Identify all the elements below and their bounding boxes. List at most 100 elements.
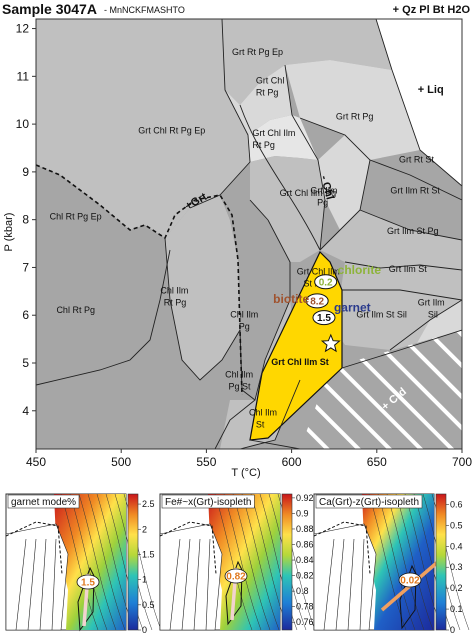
field-boundary bbox=[27, 538, 37, 631]
field-label: Grt Rt Pg bbox=[336, 111, 374, 121]
colorbar-tick-label: 0.76 bbox=[296, 617, 314, 627]
field-grt-ilm-pg bbox=[318, 135, 370, 230]
field-label: Chl Rt Pg bbox=[56, 305, 95, 315]
field-chl-rt-pg bbox=[36, 165, 170, 385]
isopleth-value: 0.02 bbox=[400, 576, 420, 587]
field-label: Pg St bbox=[229, 381, 252, 391]
field-boundary bbox=[181, 538, 191, 631]
field-label: Rt Pg bbox=[164, 298, 187, 308]
field-label: Chl Ilm bbox=[230, 310, 258, 320]
blank-field bbox=[159, 523, 223, 631]
field-grt-rt-pg bbox=[285, 60, 420, 160]
field-label: Grt Chl Ilm bbox=[252, 128, 295, 138]
field-boundary bbox=[347, 538, 355, 631]
field-boundary bbox=[323, 538, 335, 631]
field-grt-chl-ilm-pg bbox=[250, 156, 325, 262]
colorbar-tick-label: 0.2 bbox=[450, 583, 463, 593]
peak-field-outline bbox=[77, 566, 95, 632]
field-chl-ilm-rt-pg bbox=[165, 195, 240, 380]
garnet-isopleth-value: 1.5 bbox=[317, 313, 331, 324]
x-tick-label: 600 bbox=[282, 455, 302, 469]
colorbar-tick-label: 0.5 bbox=[450, 520, 463, 530]
panel-title-box bbox=[161, 494, 255, 509]
contour-line bbox=[214, 493, 253, 631]
field-label: Grt Chl Ilm Pg bbox=[280, 188, 337, 198]
contour-line bbox=[78, 493, 117, 631]
field-label: St bbox=[256, 420, 265, 430]
colorbar-tick-label: 0 bbox=[450, 625, 455, 634]
x-axis-label: T (°C) bbox=[231, 467, 260, 479]
system-subtitle: - MnNCKFMASHTO bbox=[104, 5, 185, 15]
y-tick-label: 5 bbox=[22, 356, 29, 370]
isopleth-value: 1.5 bbox=[81, 578, 95, 589]
colorbar-tick-label: 0.82 bbox=[296, 571, 314, 581]
colorbar-tick-label: 0.86 bbox=[296, 540, 314, 550]
field-boundary bbox=[335, 538, 345, 631]
contour-line bbox=[241, 493, 280, 631]
field-boundary bbox=[15, 538, 27, 631]
panel-title: Ca(Grt)-z(Grt)-isopleth bbox=[319, 497, 419, 508]
field-crd bbox=[300, 330, 462, 449]
peak-field-label: Grt Chl Ilm St bbox=[271, 357, 329, 367]
plot-frame bbox=[35, 18, 463, 450]
field-label: Grt Rt Pg Ep bbox=[232, 47, 283, 57]
biotite-label: biotite bbox=[273, 292, 309, 306]
isopleth-panels: 1.5 garnet mode% 2.5 2 1.5 1 0.5 0 0.82 Fe#~x(Grt… bbox=[5, 493, 470, 634]
heatmap-field bbox=[362, 494, 434, 630]
y-tick-label: 9 bbox=[22, 165, 29, 179]
panel-title: Fe#~x(Grt)-isopleth bbox=[165, 497, 251, 508]
isopleth-value-oval bbox=[224, 568, 248, 584]
garnet-isopleth-oval bbox=[312, 310, 336, 326]
biotite-isopleth-oval bbox=[305, 293, 329, 309]
colorbar bbox=[127, 493, 139, 631]
isopleth-value-oval bbox=[76, 574, 100, 590]
y-tick-label: 4 bbox=[22, 404, 29, 418]
contour-line bbox=[87, 493, 126, 631]
isopleth-panel: 0.82 Fe#~x(Grt)-isopleth 0.92 0.9 0.88 0.86 0.… bbox=[159, 493, 316, 631]
field-label: Chl Rt Pg Ep bbox=[50, 212, 102, 222]
grt-in-boundary bbox=[159, 521, 217, 575]
x-axis: 450 500 550 600 650 700 bbox=[26, 449, 472, 469]
grt-in-boundary bbox=[313, 521, 371, 575]
colorbar-tick-label: 0.5 bbox=[142, 600, 155, 610]
contour-line bbox=[377, 493, 416, 631]
sample-title: Sample 3047A bbox=[2, 1, 97, 17]
heatmap-field bbox=[54, 494, 126, 630]
colorbar-tick-label: 0.3 bbox=[450, 562, 463, 572]
field-label: Grt Ilm St Sil bbox=[356, 310, 407, 320]
colorbar-tick-label: 0.78 bbox=[296, 602, 314, 612]
y-axis: 4 5 6 7 8 9 10 11 12 bbox=[16, 22, 36, 418]
field-label: Grt Ilm bbox=[418, 298, 445, 308]
contour-line bbox=[69, 493, 108, 631]
phase-boundaries bbox=[36, 19, 462, 449]
y-tick-label: 6 bbox=[22, 308, 29, 322]
x-tick-label: 700 bbox=[452, 455, 472, 469]
colorbar-tick-label: 0.88 bbox=[296, 524, 314, 534]
assemblage-label: + Qz Pl Bt H2O bbox=[393, 4, 471, 16]
field-chl-rt-pg-ep bbox=[36, 19, 250, 238]
blank-field bbox=[5, 523, 69, 631]
colorbar-tick-label: 0.92 bbox=[296, 493, 314, 503]
field-grt-chl-rt-pg bbox=[225, 65, 292, 135]
contour-line bbox=[60, 493, 99, 631]
colorbar-tick-label: 1.5 bbox=[142, 549, 155, 559]
grt-in-boundary bbox=[5, 521, 63, 575]
peak-field-outline bbox=[225, 560, 243, 626]
y-tick-label: 8 bbox=[22, 213, 29, 227]
field-label: Rt Pg bbox=[252, 140, 275, 150]
panel-title-box bbox=[315, 494, 423, 509]
field-label: Grt Chl Ilm bbox=[297, 267, 340, 277]
field-liq bbox=[376, 19, 462, 186]
reaction-label: + Liq bbox=[418, 84, 444, 96]
field-grt-rt-pg-ep bbox=[222, 19, 392, 105]
colorbar bbox=[281, 493, 293, 631]
field-grt-chl-ilm-rt-pg bbox=[248, 115, 318, 162]
field-label: Grt Chl Rt Pg Ep bbox=[138, 126, 205, 136]
isopleth-value-oval bbox=[398, 572, 422, 588]
y-tick-label: 10 bbox=[16, 117, 30, 131]
colorbar-tick-label: 0.9 bbox=[296, 508, 309, 518]
field-boundary bbox=[205, 538, 211, 631]
biotite-isopleth-value: 8.2 bbox=[310, 296, 324, 307]
